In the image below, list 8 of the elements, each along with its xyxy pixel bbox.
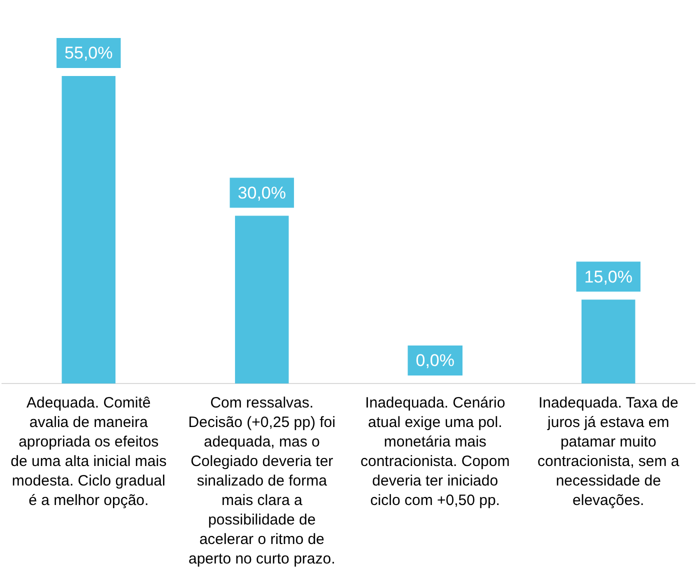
data-label: 55,0% xyxy=(64,44,113,63)
category-label: Com ressalvas. Decisão (+0,25 pp) foi adequada, mas o Colegiado deveria ter sinalizado de forma mais clara a possibilidade de acelerar o ritmo de aperto no curto prazo. xyxy=(188,394,336,568)
x-tick-label: Inadequada. Taxa de juros já estava em patamar muito contracionista, sem a necessidade de elevações. xyxy=(538,394,680,509)
x-tick-label: Inadequada. Cenário atual exige uma pol. monetária mais contracionista. Copom deveria ter iniciado ciclo com +0,50 pp. xyxy=(360,394,510,509)
data-label: 15,0% xyxy=(584,267,632,286)
x-tick-label: Adequada. Comitê avalia de maneira apropriada os efeitos de uma alta inicial mais modesta. Ciclo gradual é a melhor opção. xyxy=(10,394,167,509)
data-label: 0,0% xyxy=(416,351,454,370)
data-label: 30,0% xyxy=(238,183,286,202)
